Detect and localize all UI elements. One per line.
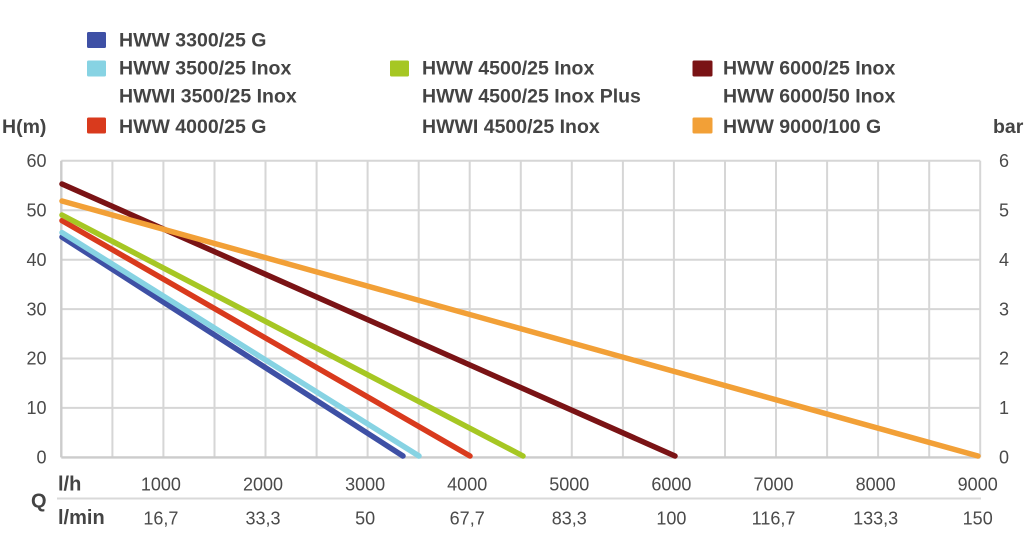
svg-text:4000: 4000 [447, 474, 487, 494]
svg-text:100: 100 [656, 509, 686, 529]
svg-text:116,7: 116,7 [752, 509, 796, 529]
svg-text:20: 20 [26, 349, 46, 369]
svg-text:HWWI 4500/25 Inox: HWWI 4500/25 Inox [422, 116, 600, 138]
svg-text:5000: 5000 [549, 474, 589, 494]
svg-text:40: 40 [26, 250, 46, 270]
svg-text:HWW 6000/25 Inox: HWW 6000/25 Inox [723, 58, 895, 80]
svg-text:133,3: 133,3 [853, 509, 898, 529]
svg-text:50: 50 [355, 509, 375, 529]
svg-text:10: 10 [26, 398, 46, 418]
svg-text:HWW 3300/25 G: HWW 3300/25 G [119, 30, 266, 52]
svg-text:0: 0 [36, 448, 46, 468]
svg-text:5: 5 [999, 200, 1009, 220]
svg-text:bar: bar [993, 116, 1024, 138]
svg-text:4: 4 [999, 250, 1009, 270]
svg-text:l/h: l/h [58, 474, 81, 496]
svg-text:9000: 9000 [958, 474, 998, 494]
svg-text:33,3: 33,3 [245, 509, 280, 529]
svg-text:6000: 6000 [651, 474, 691, 494]
svg-text:6: 6 [999, 151, 1009, 171]
svg-text:1: 1 [999, 398, 1009, 418]
svg-text:HWWI 3500/25 Inox: HWWI 3500/25 Inox [119, 85, 297, 107]
svg-text:HWW 4500/25 Inox: HWW 4500/25 Inox [422, 58, 594, 80]
svg-text:150: 150 [963, 509, 993, 529]
svg-text:30: 30 [26, 299, 46, 319]
svg-text:l/min: l/min [58, 507, 105, 529]
svg-text:3000: 3000 [345, 474, 385, 494]
svg-text:2000: 2000 [243, 474, 283, 494]
svg-text:3: 3 [999, 299, 1009, 319]
svg-text:0: 0 [999, 448, 1009, 468]
svg-text:8000: 8000 [856, 474, 896, 494]
svg-text:HWW 9000/100 G: HWW 9000/100 G [723, 116, 881, 138]
svg-text:50: 50 [26, 200, 46, 220]
svg-text:HWW 4000/25 G: HWW 4000/25 G [119, 116, 266, 138]
svg-text:HWW 6000/50 Inox: HWW 6000/50 Inox [723, 85, 895, 107]
svg-text:H(m): H(m) [2, 116, 46, 138]
svg-text:67,7: 67,7 [450, 509, 485, 529]
svg-text:Q: Q [31, 490, 47, 512]
svg-text:2: 2 [999, 349, 1009, 369]
svg-text:60: 60 [26, 151, 46, 171]
svg-text:83,3: 83,3 [552, 509, 587, 529]
svg-text:1000: 1000 [141, 474, 181, 494]
svg-text:HWW 3500/25 Inox: HWW 3500/25 Inox [119, 58, 291, 80]
svg-text:7000: 7000 [753, 474, 793, 494]
svg-text:HWW 4500/25 Inox Plus: HWW 4500/25 Inox Plus [422, 85, 641, 107]
svg-text:16,7: 16,7 [143, 509, 178, 529]
